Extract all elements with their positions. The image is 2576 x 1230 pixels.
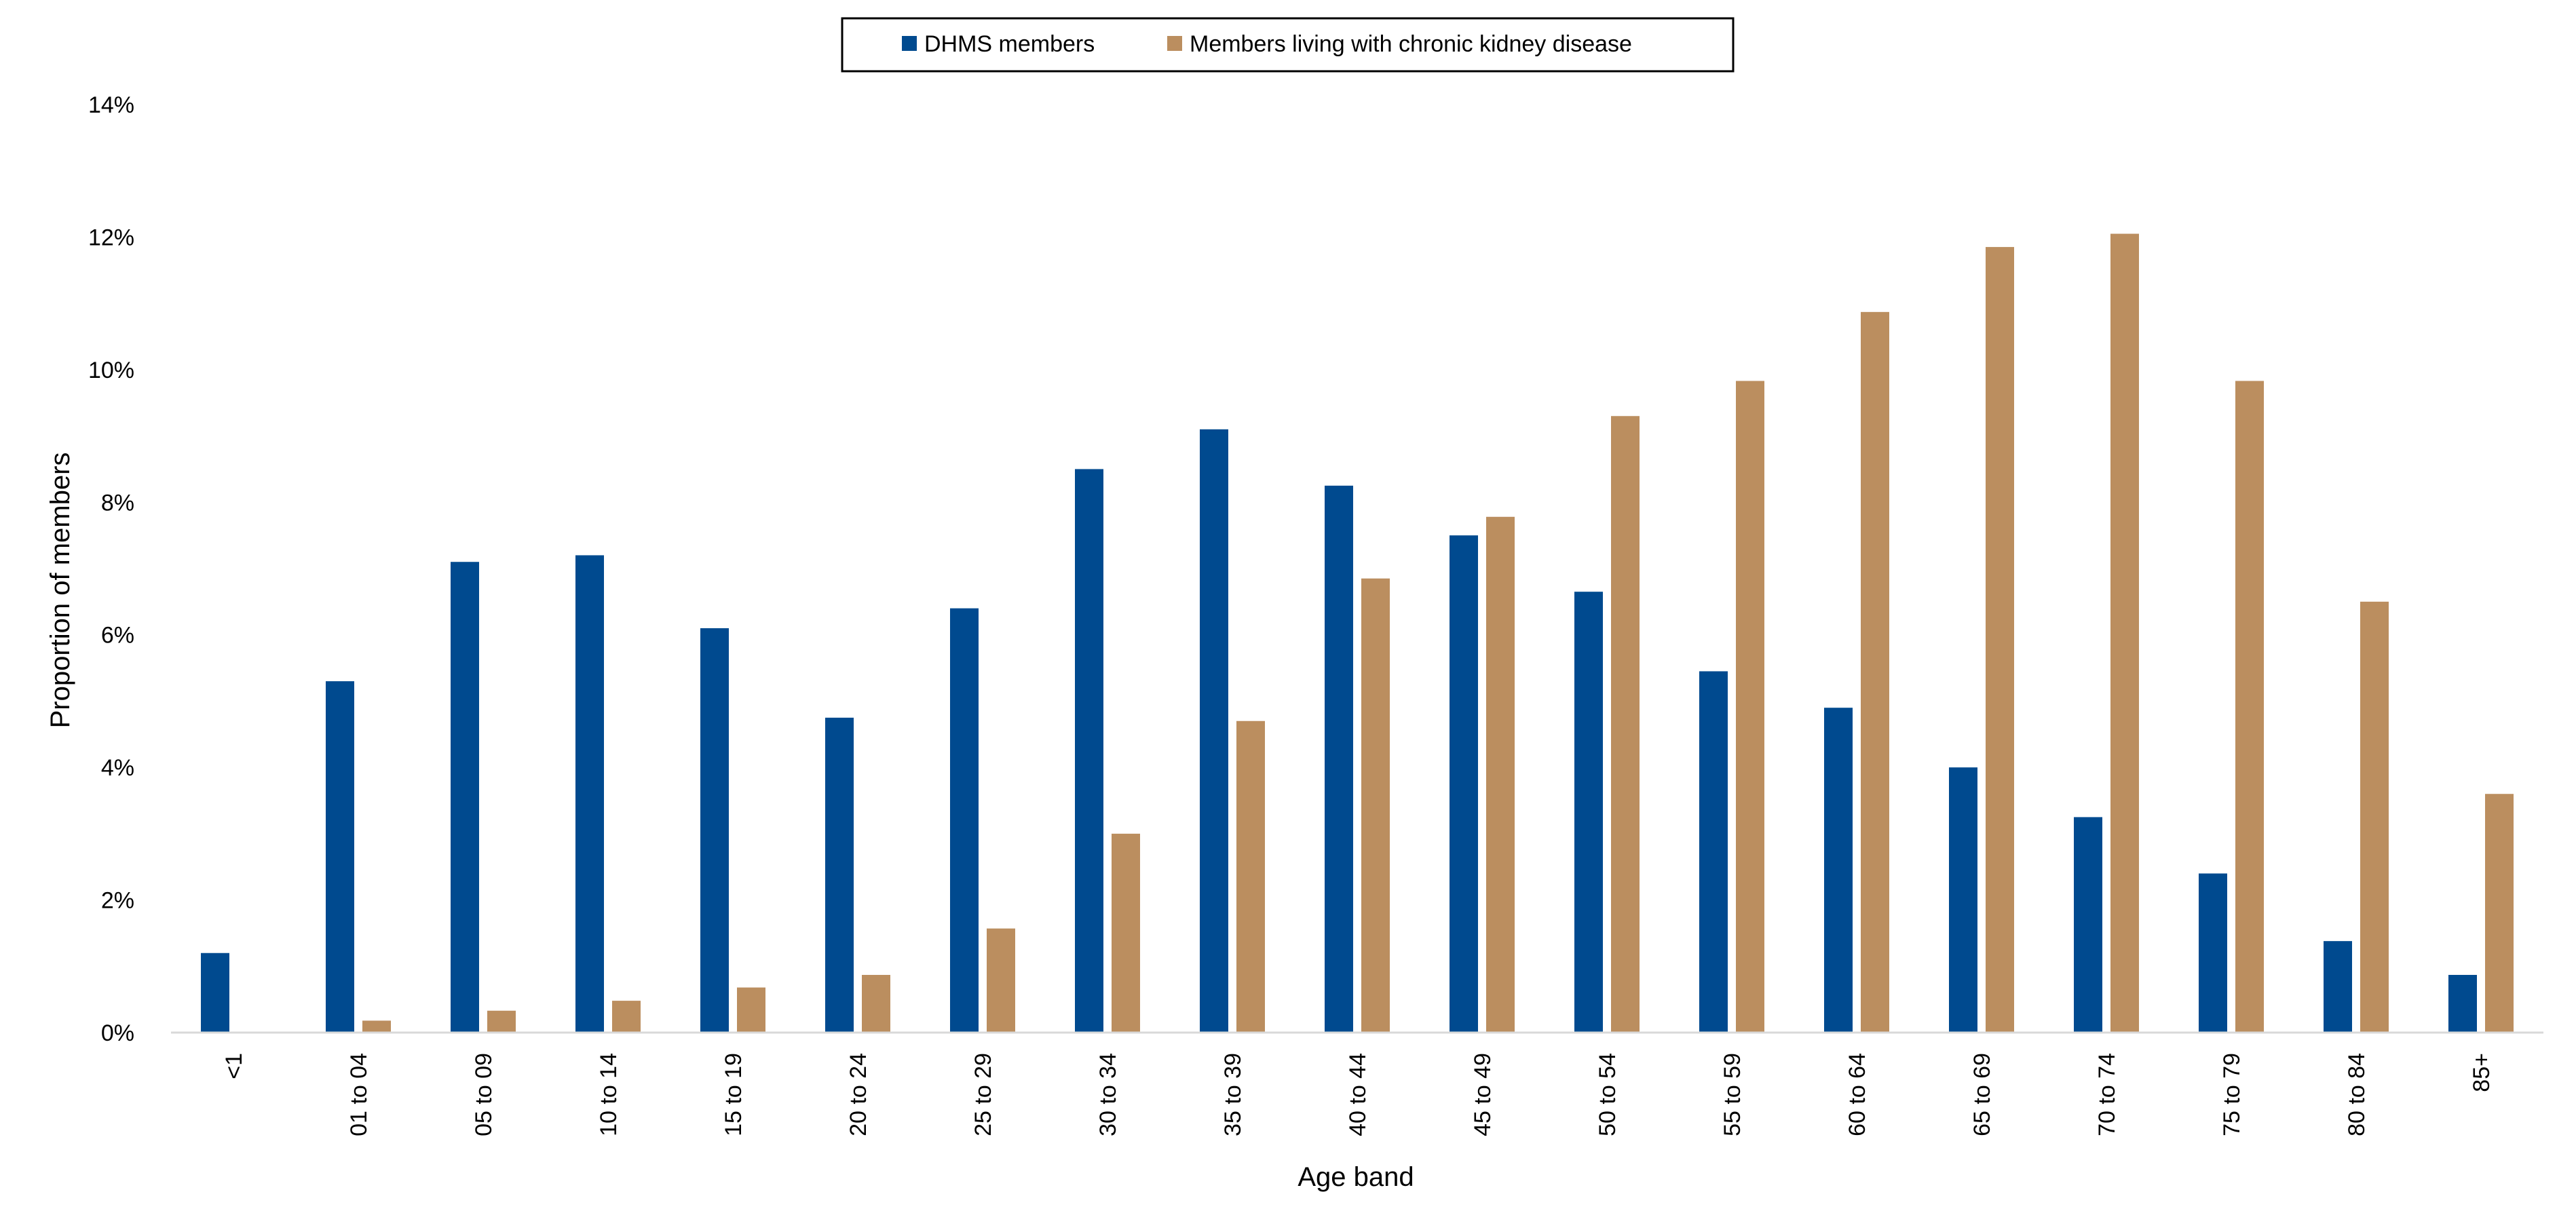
y-tick-label: 12% <box>88 225 134 250</box>
bar-dhms-members-30-to-34 <box>1075 469 1103 1033</box>
bar-ckd-members-60-to-64 <box>1861 311 1889 1033</box>
bar-dhms-members-60-to-64 <box>1824 708 1853 1033</box>
x-tick-label: 20 to 24 <box>846 1053 871 1136</box>
bar-ckd-members-50-to-54 <box>1611 416 1640 1033</box>
bar-ckd-members-10-to-14 <box>612 1001 641 1033</box>
y-tick-label: 8% <box>101 490 134 516</box>
bar-ckd-members-01-to-04 <box>362 1020 391 1033</box>
bar-dhms-members-05-to-09 <box>451 562 479 1033</box>
x-tick-label: 80 to 84 <box>2344 1053 2370 1136</box>
x-tick-label: 55 to 59 <box>1720 1053 1745 1136</box>
bar-ckd-members-20-to-24 <box>862 974 890 1033</box>
x-tick-label: 01 to 04 <box>346 1053 372 1136</box>
x-tick-label: 70 to 74 <box>2094 1053 2120 1136</box>
x-tick-label: 50 to 54 <box>1595 1053 1621 1136</box>
x-tick-label: 10 to 14 <box>596 1053 622 1136</box>
bar-ckd-members-25-to-29 <box>987 928 1015 1033</box>
legend: DHMS members Members living with chronic… <box>841 17 1735 73</box>
bar-ckd-members-55-to-59 <box>1736 381 1764 1033</box>
y-tick-label: 4% <box>101 755 134 781</box>
bar-dhms-members-15-to-19 <box>700 628 729 1033</box>
bars <box>201 233 2514 1033</box>
x-tick-label: 35 to 39 <box>1220 1053 1246 1136</box>
x-tick-label: 40 to 44 <box>1345 1053 1371 1136</box>
legend-label-dhms-members: DHMS members <box>924 31 1095 57</box>
legend-box <box>841 17 1735 73</box>
y-tick-label: 2% <box>101 888 134 914</box>
bar-dhms-members-lt-1 <box>201 953 229 1033</box>
bar-ckd-members-45-to-49 <box>1486 516 1515 1033</box>
x-tick-label: 65 to 69 <box>1969 1053 1995 1136</box>
x-tick-label: 85+ <box>2469 1053 2495 1092</box>
x-tick-label: 75 to 79 <box>2219 1053 2245 1136</box>
x-axis-tick-labels: <1 01 to 04 05 to 09 10 to 14 15 to 19 20 to … <box>221 1053 2495 1136</box>
bar-dhms-members-01-to-04 <box>326 681 354 1033</box>
bar-dhms-members-45-to-49 <box>1450 535 1478 1033</box>
x-tick-label: 05 to 09 <box>471 1053 497 1136</box>
x-tick-label: 45 to 49 <box>1470 1053 1496 1136</box>
y-tick-label: 10% <box>88 358 134 383</box>
y-tick-label: 14% <box>88 92 134 118</box>
bar-dhms-members-70-to-74 <box>2074 817 2102 1033</box>
bar-ckd-members-05-to-09 <box>487 1010 516 1033</box>
bar-ckd-members-75-to-79 <box>2235 381 2264 1033</box>
x-tick-label: 30 to 34 <box>1095 1053 1121 1136</box>
bar-ckd-members-40-to-44 <box>1361 578 1390 1033</box>
bar-ckd-members-15-to-19 <box>737 987 765 1033</box>
bar-dhms-members-20-to-24 <box>825 717 854 1033</box>
bar-ckd-members-70-to-74 <box>2110 233 2139 1033</box>
bar-dhms-members-25-to-29 <box>950 608 979 1033</box>
x-tick-label: 60 to 64 <box>1844 1053 1870 1136</box>
legend-swatch-ckd-members <box>1167 36 1182 51</box>
x-tick-label: 25 to 29 <box>970 1053 996 1136</box>
bar-dhms-members-10-to-14 <box>575 555 604 1033</box>
bar-dhms-members-85-plus <box>2448 974 2477 1033</box>
bar-dhms-members-50-to-54 <box>1574 592 1603 1033</box>
bar-dhms-members-75-to-79 <box>2199 873 2227 1033</box>
bar-ckd-members-35-to-39 <box>1236 720 1265 1033</box>
bar-dhms-members-40-to-44 <box>1325 485 1353 1033</box>
bar-dhms-members-35-to-39 <box>1200 429 1228 1033</box>
x-tick-label: 15 to 19 <box>721 1053 746 1136</box>
bar-dhms-members-80-to-84 <box>2324 941 2352 1033</box>
legend-label-ckd-members: Members living with chronic kidney disea… <box>1190 31 1632 57</box>
y-tick-label: 6% <box>101 623 134 649</box>
bar-dhms-members-55-to-59 <box>1699 671 1728 1033</box>
y-tick-label: 0% <box>101 1020 134 1046</box>
bar-dhms-members-65-to-69 <box>1949 767 1977 1033</box>
y-axis-title: Proportion of members <box>45 453 75 729</box>
legend-swatch-dhms-members <box>902 36 917 51</box>
bar-ckd-members-30-to-34 <box>1112 833 1140 1033</box>
bar-ckd-members-80-to-84 <box>2360 601 2389 1033</box>
bar-ckd-members-65-to-69 <box>1986 247 2014 1033</box>
bar-ckd-members-85-plus <box>2485 794 2514 1033</box>
x-tick-label: <1 <box>221 1053 247 1079</box>
y-axis-tick-labels: 0% 2% 4% 6% 8% 10% 12% 14% <box>88 92 134 1046</box>
x-axis-title: Age band <box>1298 1162 1414 1192</box>
